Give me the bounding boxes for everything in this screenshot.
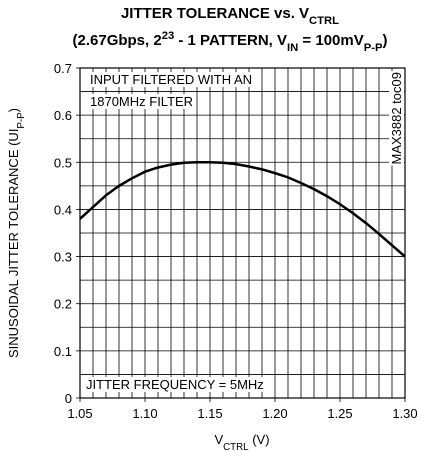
annotation-background [84, 377, 266, 392]
text-part: IN [287, 42, 298, 54]
annotation-background [88, 94, 196, 109]
y-tick-label: 0.1 [54, 344, 72, 359]
x-tick-label: 1.20 [262, 406, 287, 421]
text-part: 23 [162, 30, 175, 42]
text-part: SINUSOIDAL JITTER TOLERANCE (UI [6, 129, 21, 358]
annotation-background [88, 72, 255, 87]
y-tick-label: 0.7 [54, 61, 72, 76]
text-part: ) [383, 32, 388, 49]
y-tick-label: 0.3 [54, 250, 72, 265]
x-tick-label: 1.25 [327, 406, 352, 421]
x-tick-label: 1.05 [67, 406, 92, 421]
x-tick-label: 1.15 [197, 406, 222, 421]
plot-area: 1.05 1.10 1.15 1.20 1.25 1.30 0 0.1 0.2 0.3 0.4 0.5… [54, 61, 418, 421]
x-axis-label: VCTRL (V) [214, 432, 269, 451]
text-part: V [214, 432, 223, 447]
data-line [79, 161, 406, 258]
y-axis-label: SINUSOIDAL JITTER TOLERANCE (UIP-P) [6, 108, 27, 358]
annotation: INPUT FILTERED WITH AN [90, 72, 252, 87]
figure-id: MAX3882 toc09 [389, 72, 404, 165]
text-part: JITTER TOLERANCE vs. V [121, 5, 309, 22]
y-tick-label: 0.4 [54, 202, 72, 217]
text-part: - 1 PATTERN, V [174, 32, 287, 49]
plot-border [79, 67, 406, 399]
chart-subtitle: (2.67Gbps, 223 - 1 PATTERN, VIN = 100mVP… [73, 30, 388, 54]
y-tick-label: 0.5 [54, 155, 72, 170]
x-tick-label: 1.10 [132, 406, 157, 421]
chart-title: JITTER TOLERANCE vs. VCTRL [121, 5, 339, 27]
y-tick-label: 0.6 [54, 108, 72, 123]
annotation: JITTER FREQUENCY = 5MHz [86, 377, 264, 392]
text-part: CTRL [309, 15, 339, 27]
annotation: 1870MHz FILTER [90, 94, 193, 109]
figure-id-background [389, 71, 404, 166]
text-part: CTRL [223, 442, 249, 451]
text-part: P-P [16, 112, 27, 128]
y-tick-label: 0 [65, 391, 72, 406]
text-part: P-P [364, 42, 383, 54]
text-part: = 100mV [298, 32, 363, 49]
text-part: (V) [249, 432, 270, 447]
x-tick-label: 1.30 [392, 406, 417, 421]
text-part: (2.67Gbps, 2 [73, 32, 162, 49]
text-part: ) [6, 108, 21, 112]
y-tick-label: 0.2 [54, 297, 72, 312]
